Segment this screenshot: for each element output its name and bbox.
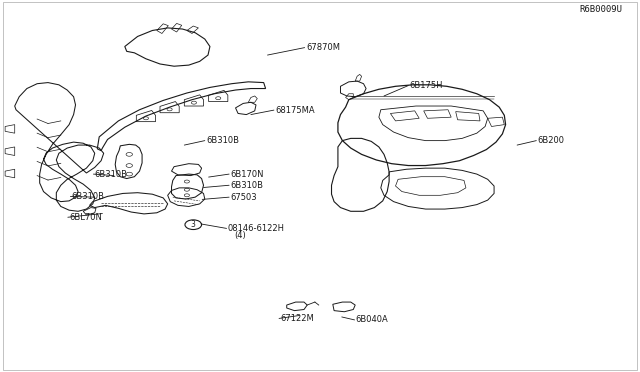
Text: (4): (4) [234, 231, 246, 240]
Text: 6B310B: 6B310B [230, 181, 264, 190]
Text: 3: 3 [191, 220, 196, 229]
Text: R6B0009U: R6B0009U [579, 5, 622, 14]
Text: 68175MA: 68175MA [275, 106, 315, 115]
Text: 6B040A: 6B040A [356, 315, 388, 324]
Text: 67503: 67503 [230, 193, 257, 202]
Text: 6B310B: 6B310B [72, 192, 105, 201]
Text: 6B310B: 6B310B [95, 170, 128, 179]
Text: 6BL70N: 6BL70N [69, 213, 102, 222]
Text: 6B310B: 6B310B [206, 136, 239, 145]
Text: 6B200: 6B200 [538, 136, 564, 145]
Text: 67870M: 67870M [306, 43, 340, 52]
Text: 6B170N: 6B170N [230, 170, 264, 179]
Text: 08146-6122H: 08146-6122H [228, 224, 285, 233]
Text: 67122M: 67122M [280, 314, 314, 323]
Text: 6B175H: 6B175H [410, 81, 443, 90]
